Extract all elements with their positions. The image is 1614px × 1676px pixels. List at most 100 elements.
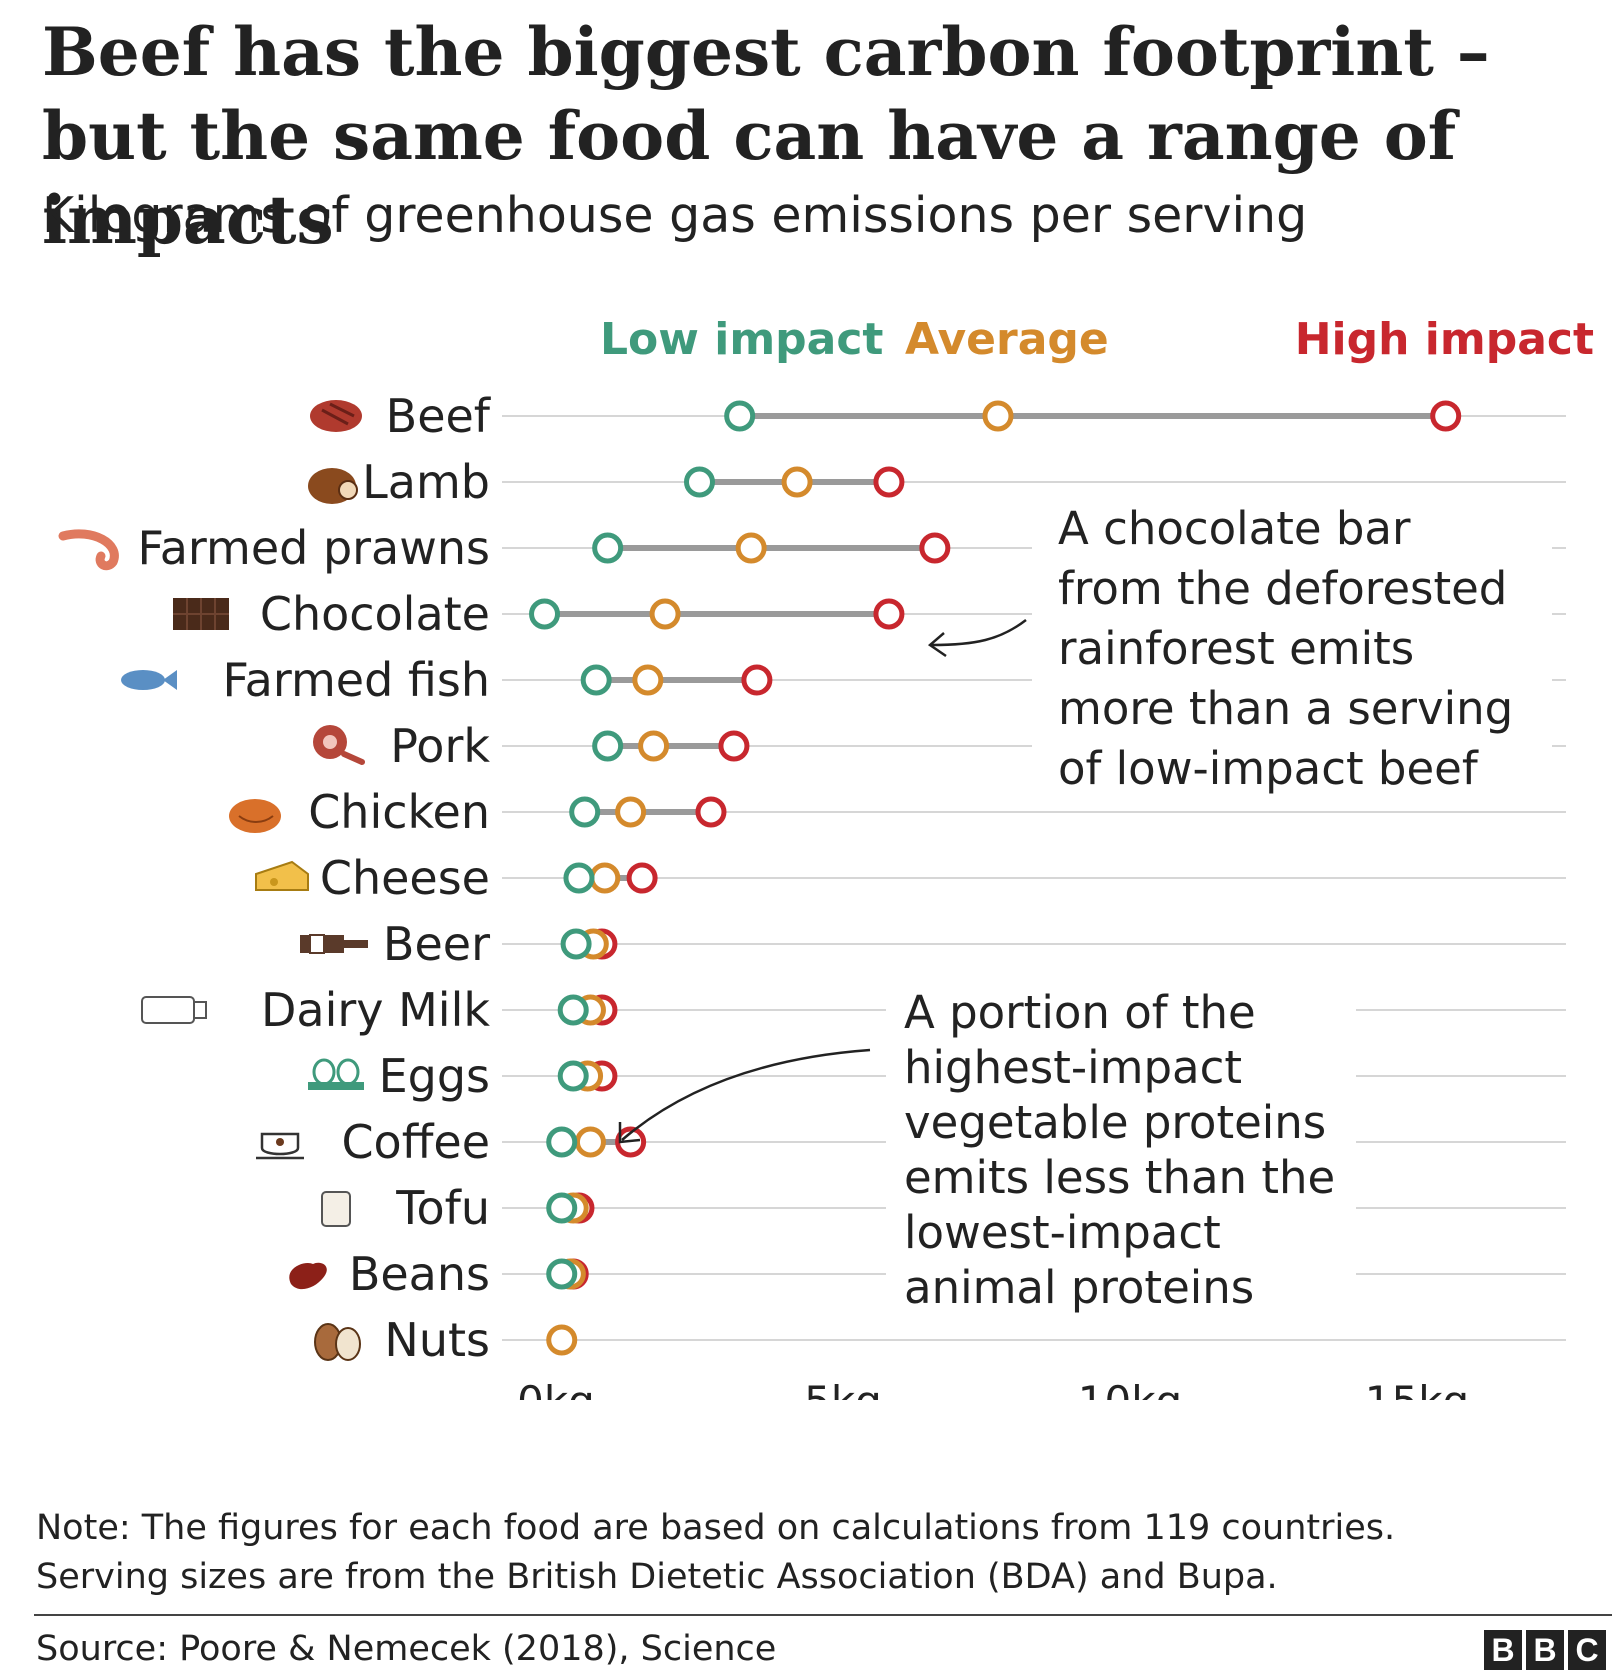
milk-cap <box>193 1001 207 1019</box>
bbc-logo: B B C <box>1484 1630 1606 1670</box>
chicken-icon <box>229 799 281 833</box>
low-impact-point <box>592 730 624 762</box>
low-impact-point <box>529 598 561 630</box>
prawn-shape <box>58 529 119 571</box>
logo-letter: C <box>1568 1630 1606 1670</box>
food-icons <box>58 400 368 1361</box>
coffee-bean <box>276 1138 284 1146</box>
high-impact-point <box>919 532 951 564</box>
bean-shape <box>289 1262 327 1290</box>
annotation-line: lowest-impact <box>904 1206 1221 1259</box>
nuts-icon <box>314 1323 361 1361</box>
data-points <box>529 400 1462 1356</box>
high-impact-point <box>626 862 658 894</box>
egg-2 <box>336 1058 360 1086</box>
chocolate-icon <box>173 598 229 630</box>
average-point <box>649 598 681 630</box>
lamb-icon <box>308 468 358 504</box>
logo-letter: B <box>1526 1630 1564 1670</box>
annotation-arrow-chocolate <box>931 619 1027 647</box>
average-point <box>574 1126 606 1158</box>
category-label: Farmed prawns <box>137 521 490 575</box>
milk-icon <box>141 996 207 1024</box>
legend-low-impact: Low impact <box>600 314 883 365</box>
annotation-arrow-tofu <box>621 1048 871 1141</box>
chart-title: Beef has the biggest carbon footprint – … <box>42 13 1490 259</box>
annotation-line: of low-impact beef <box>1058 742 1479 795</box>
pork-icon <box>313 725 365 765</box>
steak-icon <box>310 400 362 432</box>
beans-icon <box>289 1262 327 1290</box>
annotation-bg-tofu <box>886 986 1356 1322</box>
note-line-1: Note: The figures for each food are base… <box>36 1508 1396 1548</box>
x-tick-label: 15kg <box>1365 1377 1469 1400</box>
legend-high-impact: High impact <box>1295 314 1594 365</box>
category-label: Farmed fish <box>222 653 490 707</box>
fish-icon <box>121 670 177 690</box>
category-label: Tofu <box>395 1181 490 1235</box>
low-impact-point <box>569 796 601 828</box>
annotation-tofu: A portion of the highest-impact vegetable … <box>904 986 1335 1314</box>
low-impact-point <box>546 1258 578 1290</box>
high-impact-point <box>873 466 905 498</box>
category-label: Eggs <box>379 1049 490 1103</box>
low-impact-point <box>546 1192 578 1224</box>
annotation-line: A portion of the <box>904 986 1256 1039</box>
logo-letter: B <box>1484 1630 1522 1670</box>
x-tick-label: 0kg <box>517 1377 595 1400</box>
dot-range-chart: Low impact Average High impact Beef Lamb F… <box>58 314 1594 1400</box>
high-impact-point <box>1430 400 1462 432</box>
low-impact-point <box>684 466 715 498</box>
low-impact-point <box>724 400 756 432</box>
chicken-shape <box>229 799 281 833</box>
eggs-icon <box>308 1058 364 1090</box>
average-point <box>632 664 664 696</box>
high-impact-point <box>873 598 905 630</box>
average-point <box>735 532 767 564</box>
prawn-icon <box>58 529 119 571</box>
egg-1 <box>312 1058 336 1086</box>
x-axis: 0kg 5kg 10kg 15kg <box>517 1377 1469 1400</box>
category-label: Beans <box>349 1247 490 1301</box>
low-impact-point <box>557 1060 589 1092</box>
chicken-line <box>238 815 274 823</box>
annotation-line: animal proteins <box>904 1261 1254 1314</box>
cheese-hole <box>270 878 278 886</box>
annotation-line: rainforest emits <box>1058 622 1414 675</box>
annotation-line: emits less than the <box>904 1151 1335 1204</box>
bottle-neck <box>344 940 368 948</box>
high-impact-point <box>718 730 750 762</box>
note-line-2: Serving sizes are from the British Diete… <box>36 1557 1278 1597</box>
annotation-line: A chocolate bar <box>1058 502 1411 555</box>
chart-note: Note: The figures for each food are base… <box>36 1504 1596 1602</box>
chocolate-grid <box>173 598 229 630</box>
egg-tray <box>308 1082 364 1090</box>
category-label: Chocolate <box>260 587 490 641</box>
source-text: Source: Poore & Nemecek (2018), Science <box>36 1629 777 1669</box>
x-tick-label: 10kg <box>1078 1377 1182 1400</box>
tofu-icon <box>321 1191 351 1227</box>
beer-icon <box>300 934 368 954</box>
category-label: Cheese <box>320 851 490 905</box>
average-point <box>615 796 647 828</box>
legend: Low impact Average High impact <box>600 314 1594 365</box>
average-point <box>638 730 670 762</box>
x-tick-label: 5kg <box>804 1377 882 1400</box>
steak-marks <box>321 402 355 426</box>
low-impact-point <box>563 862 595 894</box>
fish-tail <box>163 670 177 690</box>
low-impact-point <box>557 994 589 1026</box>
bottle-label <box>309 934 325 954</box>
legend-average: Average <box>905 314 1109 365</box>
annotation-line: highest-impact <box>904 1041 1242 1094</box>
high-impact-point <box>695 796 727 828</box>
low-impact-point <box>546 1126 578 1158</box>
average-point <box>589 862 621 894</box>
category-labels: Beef Lamb Farmed prawns Chocolate Farmed fis… <box>137 389 491 1367</box>
annotation-arrowhead-chocolate <box>927 632 947 658</box>
chart-subtitle: Kilograms of greenhouse gas emissions pe… <box>42 187 1308 244</box>
high-impact-point <box>741 664 773 696</box>
annotation-bg-chocolate <box>1032 500 1552 800</box>
tofu-shape <box>321 1191 351 1227</box>
average-point <box>546 1324 578 1356</box>
